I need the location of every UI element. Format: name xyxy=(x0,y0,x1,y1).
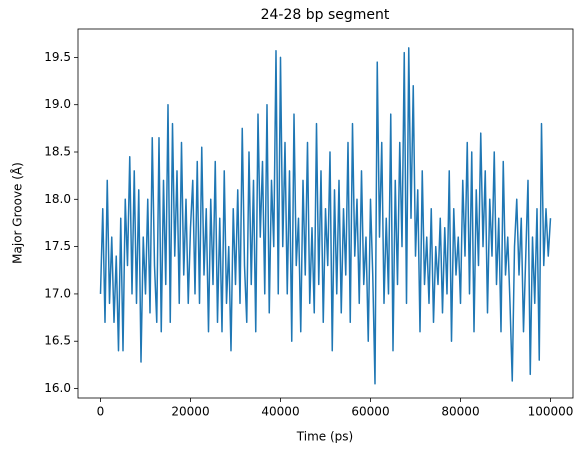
y-tick-label: 19.0 xyxy=(44,97,71,111)
chart-title: 24-28 bp segment xyxy=(261,7,390,23)
y-tick-label: 18.0 xyxy=(44,192,71,206)
y-tick-label: 17.5 xyxy=(44,239,71,253)
y-tick-label: 18.5 xyxy=(44,145,71,159)
x-tick-label: 100000 xyxy=(528,405,574,419)
y-axis-label: Major Groove (Å) xyxy=(10,162,25,264)
x-axis-label: Time (ps) xyxy=(296,430,353,444)
y-tick-label: 19.5 xyxy=(44,50,71,64)
y-tick-label: 16.5 xyxy=(44,334,71,348)
x-tick-label: 40000 xyxy=(261,405,299,419)
x-tick-label: 60000 xyxy=(351,405,389,419)
data-line xyxy=(99,47,552,385)
x-tick-label: 20000 xyxy=(171,405,209,419)
y-tick-label: 17.0 xyxy=(44,286,71,300)
x-tick-label: 0 xyxy=(97,405,105,419)
plot-frame xyxy=(77,28,574,399)
y-tick-label: 16.0 xyxy=(44,381,71,395)
x-tick-label: 80000 xyxy=(441,405,479,419)
